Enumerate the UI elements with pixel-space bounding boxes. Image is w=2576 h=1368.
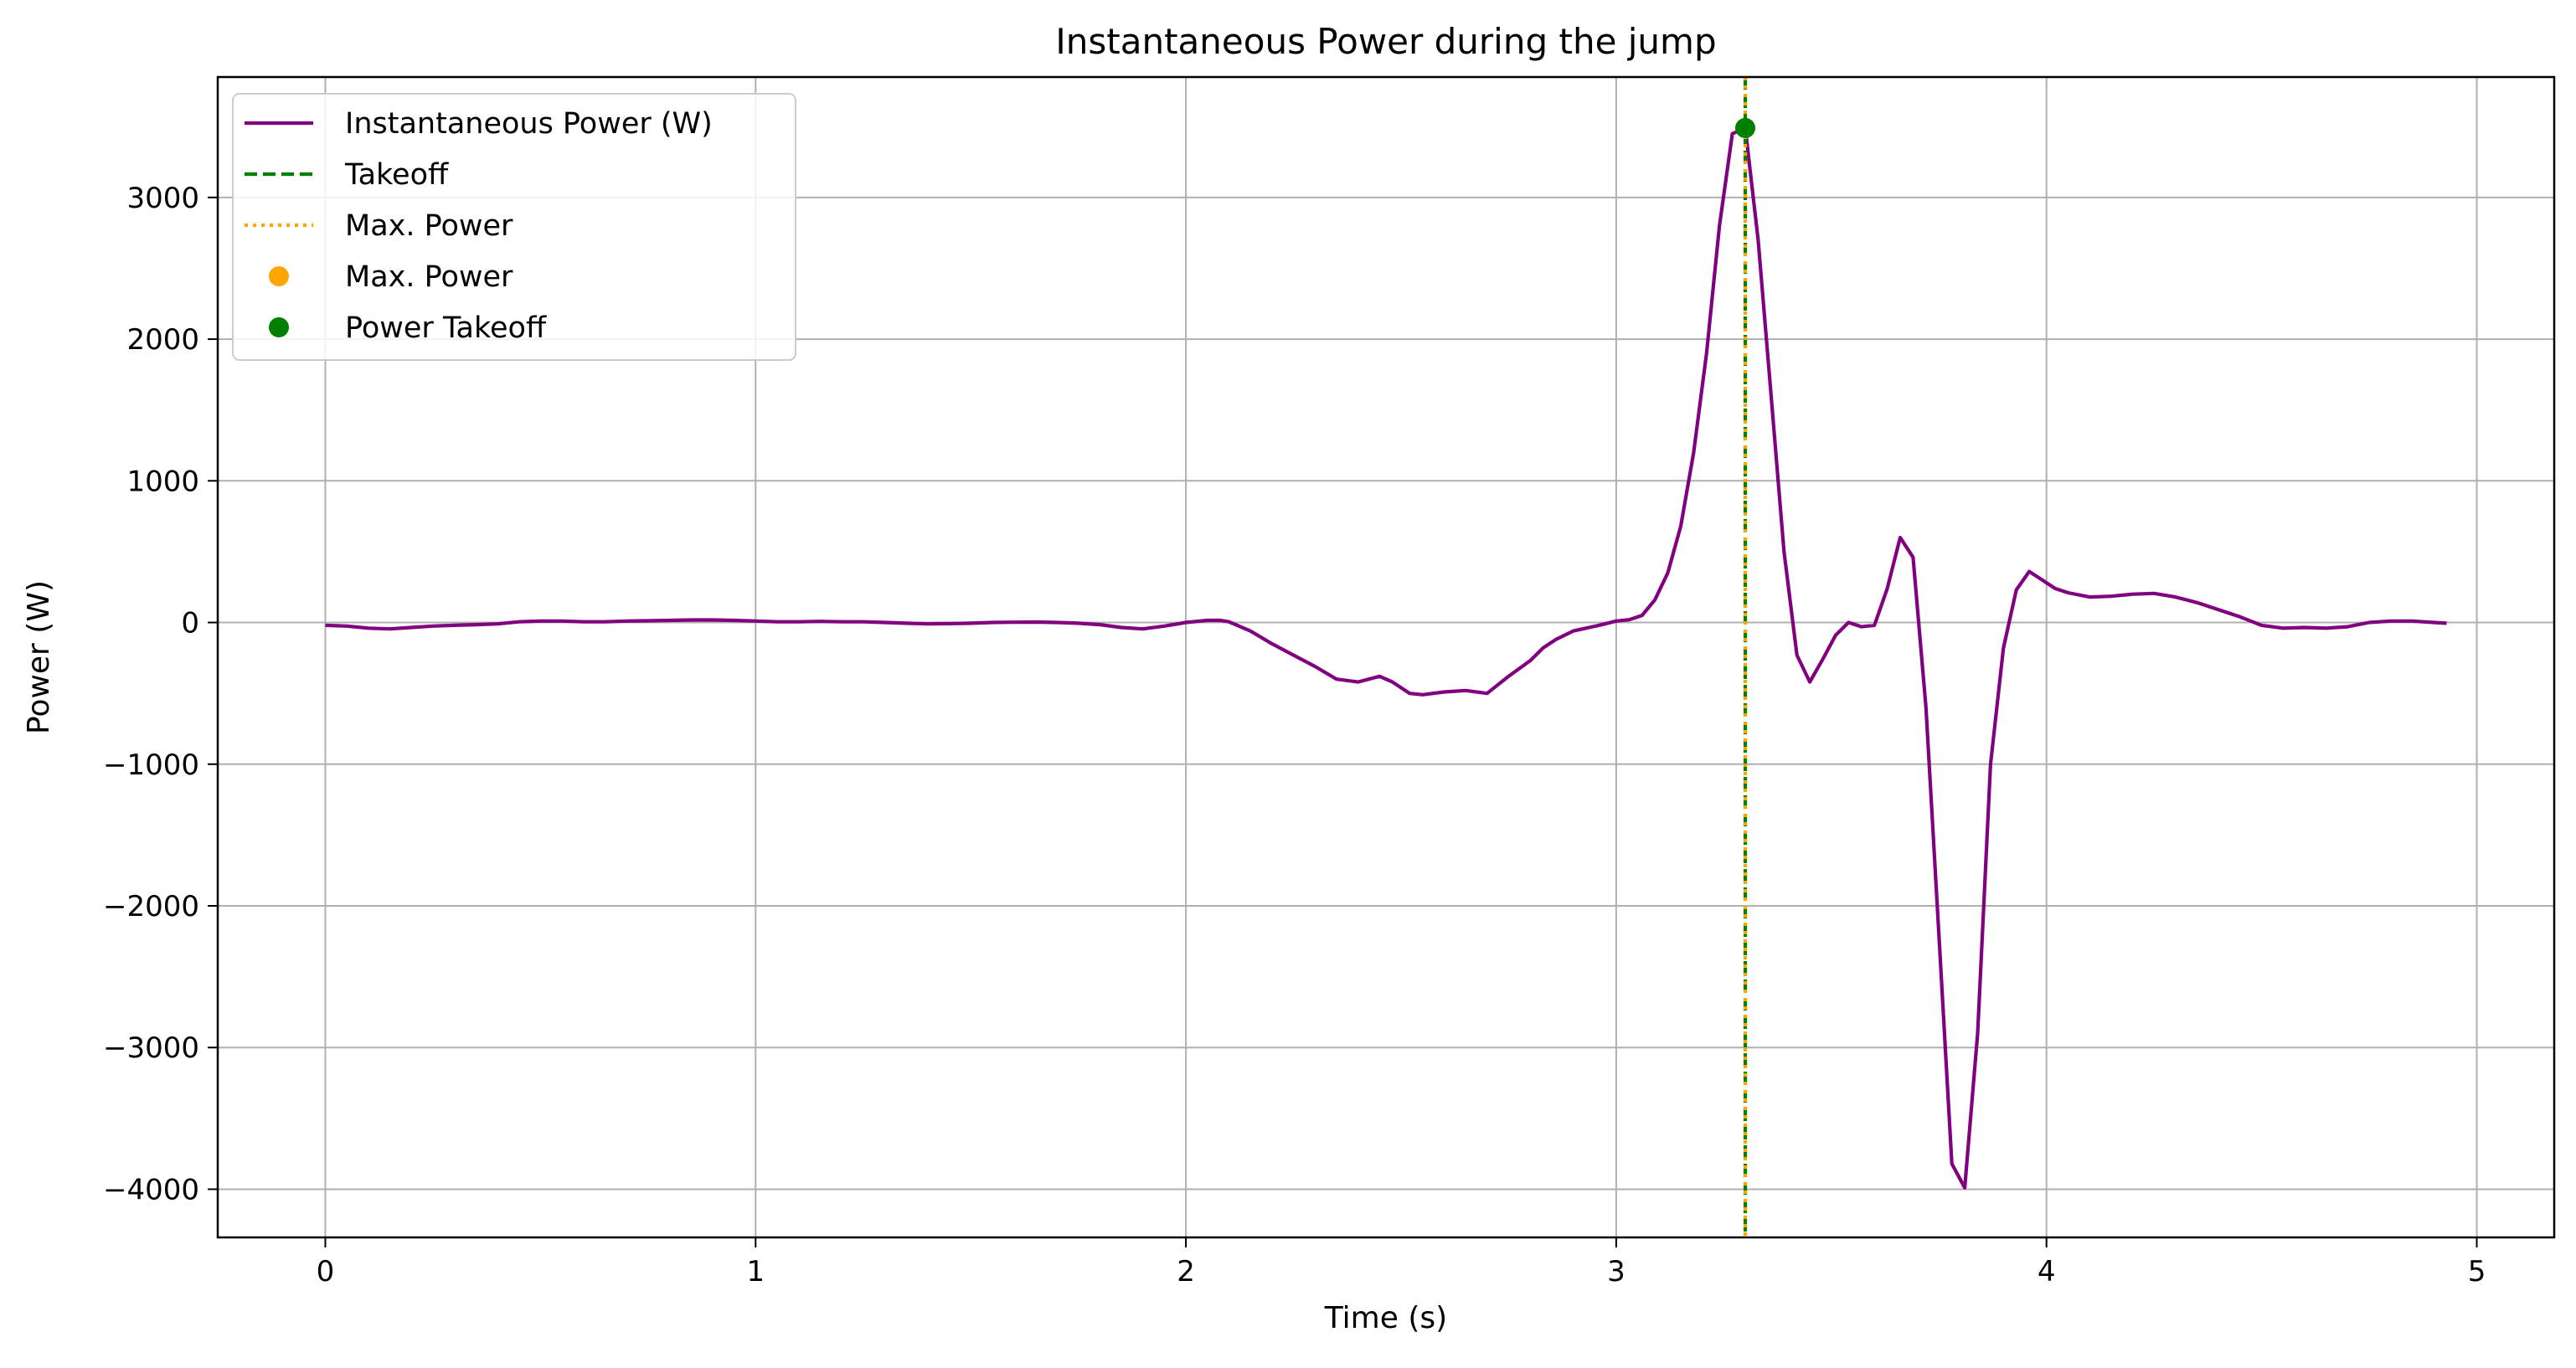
y-tick-label: −2000 — [103, 890, 199, 923]
x-tick-label: 4 — [2038, 1255, 2056, 1288]
x-tick-label: 3 — [1607, 1255, 1625, 1288]
grid-lines — [218, 77, 2554, 1237]
chart-title: Instantaneous Power during the jump — [1055, 21, 1716, 62]
power-takeoff-marker — [1735, 117, 1756, 138]
legend-entry-label: Max. Power — [345, 209, 513, 243]
y-tick-label: −1000 — [103, 748, 199, 782]
legend: Instantaneous Power (W) Takeoff Max. Power… — [232, 93, 796, 361]
x-tick-label: 5 — [2468, 1255, 2486, 1288]
y-tick-label: −4000 — [103, 1173, 199, 1206]
plot-frame — [216, 75, 2556, 1239]
legend-entry-label: Instantaneous Power (W) — [345, 107, 713, 141]
legend-entry-label: Power Takeoff — [345, 311, 547, 345]
power-series-line — [325, 126, 2447, 1190]
x-tick-label: 0 — [317, 1255, 335, 1288]
y-tick-label: 0 — [181, 607, 199, 640]
x-tick-label: 1 — [746, 1255, 765, 1288]
y-tick-label: 1000 — [126, 465, 199, 498]
legend-box — [232, 93, 796, 361]
y-tick-label: −3000 — [103, 1031, 199, 1065]
legend-handle-marker — [269, 266, 289, 286]
legend-handle-marker — [269, 317, 289, 337]
axis-ticks: 0 1 2 3 4 5 −4000 −3000 −2000 −1000 0 1000 2000 3000 — [103, 182, 2486, 1288]
x-axis-label: Time (s) — [1324, 1301, 1447, 1335]
legend-entry-label: Takeoff — [344, 158, 449, 192]
y-tick-label: 3000 — [126, 182, 199, 215]
x-tick-label: 2 — [1177, 1255, 1195, 1288]
y-axis-label: Power (W) — [22, 580, 56, 734]
y-tick-label: 2000 — [126, 323, 199, 357]
plot-series — [325, 77, 2447, 1237]
legend-entry-label: Max. Power — [345, 260, 513, 294]
